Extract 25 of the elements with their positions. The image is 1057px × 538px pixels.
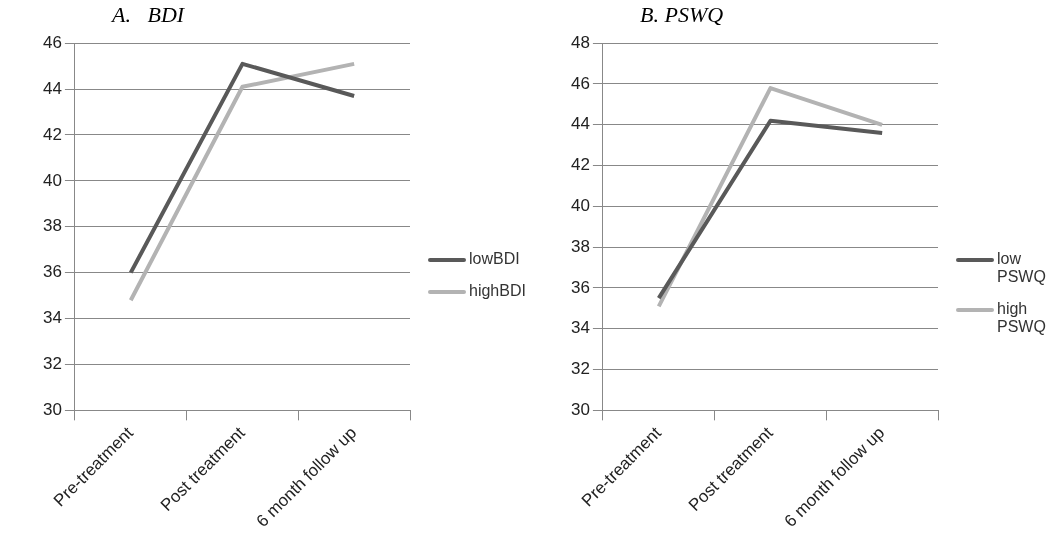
legend-label: highBDI (469, 282, 526, 300)
y-tick-label: 46 (570, 73, 590, 93)
legend-label: low PSWQ (997, 250, 1047, 286)
y-tick-label: 32 (42, 354, 62, 374)
y-tick-label: 38 (42, 216, 62, 236)
y-tick-label: 44 (42, 78, 62, 98)
y-tick-label: 44 (570, 114, 590, 134)
y-tick-label: 36 (570, 277, 590, 297)
y-tick-label: 40 (42, 170, 62, 190)
y-tick-label: 48 (570, 32, 590, 52)
y-tick-label: 38 (570, 236, 590, 256)
legend-label: high PSWQ (997, 300, 1047, 336)
y-tick-label: 34 (42, 308, 62, 328)
y-tick-label: 42 (570, 155, 590, 175)
y-tick-label: 30 (570, 400, 590, 420)
chart-title: B. PSWQ (640, 2, 724, 28)
y-tick-label: 42 (42, 124, 62, 144)
legend-label: lowBDI (469, 250, 520, 268)
chart-title: A. BDI (112, 2, 185, 28)
y-tick-label: 46 (42, 32, 62, 52)
y-tick-label: 40 (570, 196, 590, 216)
y-tick-label: 34 (570, 318, 590, 338)
y-tick-label: 36 (42, 262, 62, 282)
y-tick-label: 30 (42, 400, 62, 420)
y-tick-label: 32 (570, 359, 590, 379)
